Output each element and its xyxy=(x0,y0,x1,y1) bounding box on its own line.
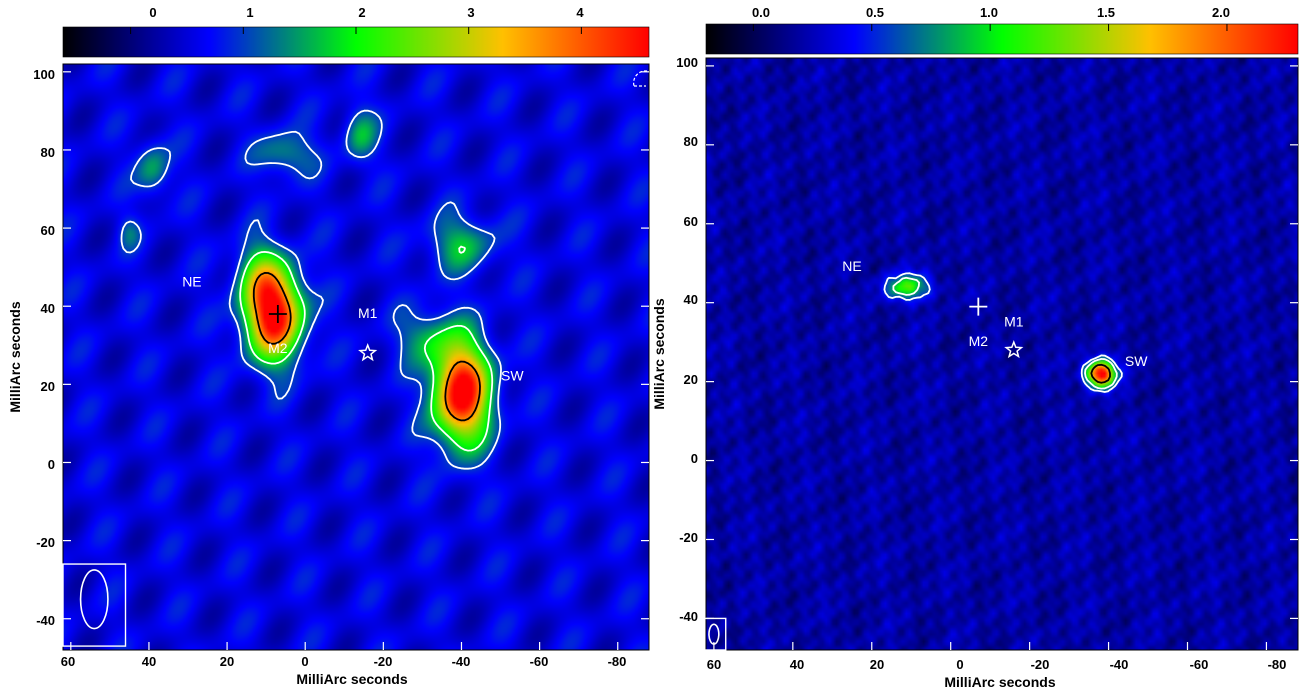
colorbar-tick-label: 1.0 xyxy=(980,5,998,20)
colorbar-right xyxy=(705,23,1299,55)
source-label: NE xyxy=(182,274,201,290)
y-tick-label: 60 xyxy=(684,214,698,229)
x-tick-label: -80 xyxy=(1268,657,1287,672)
source-label: M2 xyxy=(268,340,288,356)
x-tick-label: 60 xyxy=(61,654,75,669)
x-tick-label: -40 xyxy=(1110,657,1129,672)
beam-box-left xyxy=(62,563,127,647)
colorbar-tick-label: 0 xyxy=(149,5,156,20)
contour-level xyxy=(239,245,494,452)
axis-ticks-left xyxy=(63,71,649,650)
beam-ellipse-right xyxy=(708,623,720,645)
colorbar-ticks-left xyxy=(130,27,582,34)
y-tick-label: 0 xyxy=(691,451,698,466)
x-axis-label: MilliArc seconds xyxy=(296,671,407,687)
source-label: M1 xyxy=(1004,313,1024,329)
colorbar-tick-label: 2.0 xyxy=(1212,5,1230,20)
corner-mark-icon xyxy=(633,70,648,87)
x-axis-label: MilliArc seconds xyxy=(944,674,1055,690)
plot-frame-right xyxy=(705,57,1299,651)
y-tick-label: -20 xyxy=(679,530,698,545)
colorbar-tick-label: 1.5 xyxy=(1097,5,1115,20)
y-axis-label: MilliArc seconds xyxy=(651,298,667,409)
plot-area-left: NE M1 M2 SW xyxy=(62,63,650,651)
contour-level xyxy=(883,272,1123,393)
colorbar-tick-label: 3 xyxy=(467,5,474,20)
x-tick-label: 0 xyxy=(301,654,308,669)
x-tick-label: -20 xyxy=(1031,657,1050,672)
y-tick-label: 80 xyxy=(41,145,55,160)
plot-frame-left xyxy=(62,63,650,651)
annotations-right: NE M1 M2 SW xyxy=(842,258,1148,369)
y-tick-label: 0 xyxy=(48,457,55,472)
x-tick-label: -40 xyxy=(452,654,471,669)
y-tick-label: 80 xyxy=(684,134,698,149)
colorbar-tick-label: 2 xyxy=(358,5,365,20)
contour-level xyxy=(892,276,1118,390)
source-label: M2 xyxy=(969,333,989,349)
axis-ticks-right xyxy=(706,65,1298,650)
x-tick-label: 0 xyxy=(956,657,963,672)
cross-marker-icon xyxy=(268,305,287,324)
source-label: NE xyxy=(842,258,861,274)
x-tick-label: 40 xyxy=(142,654,156,669)
contours-left xyxy=(120,109,502,470)
y-tick-label: 40 xyxy=(684,292,698,307)
contour-level xyxy=(120,109,502,470)
cross-marker-icon xyxy=(969,297,988,316)
y-tick-label: 100 xyxy=(676,55,698,70)
y-tick-label: 100 xyxy=(33,67,55,82)
star-marker-icon xyxy=(1004,340,1024,359)
contours-right xyxy=(883,272,1123,393)
y-axis-label: MilliArc seconds xyxy=(7,301,23,412)
source-label: SW xyxy=(501,367,524,383)
x-tick-label: -80 xyxy=(608,654,627,669)
contour-level xyxy=(1090,363,1111,384)
x-tick-label: -60 xyxy=(530,654,549,669)
annotations-left: NE M1 M2 SW xyxy=(182,274,524,384)
panel-left: 0 1 2 3 4 NE M1 M2 SW 60 40 20 0 -20 -40 -6… xyxy=(7,5,650,687)
beam-ellipse-left xyxy=(79,569,109,630)
colorbar-tick-label: 0.0 xyxy=(752,5,770,20)
y-tick-label: 20 xyxy=(684,372,698,387)
y-tick-label: -40 xyxy=(36,613,55,628)
colorbar-tick-label: 4 xyxy=(576,5,584,20)
y-tick-label: -20 xyxy=(36,535,55,550)
x-tick-label: 20 xyxy=(870,657,884,672)
x-tick-label: 40 xyxy=(790,657,804,672)
beam-box-right xyxy=(701,617,727,651)
intensity-map-right xyxy=(706,58,1298,650)
y-tick-label: 60 xyxy=(41,223,55,238)
x-tick-label: -60 xyxy=(1190,657,1209,672)
x-tick-label: -20 xyxy=(374,654,393,669)
source-label: SW xyxy=(1125,353,1148,369)
plot-area-right: NE M1 M2 SW xyxy=(701,57,1299,651)
colorbar-ticks-right xyxy=(752,24,1228,31)
colorbar-tick-label: 1 xyxy=(246,5,253,20)
x-tick-label: 20 xyxy=(220,654,234,669)
colorbar-tick-label: 0.5 xyxy=(866,5,884,20)
y-tick-label: 20 xyxy=(41,379,55,394)
x-tick-label: 60 xyxy=(707,657,721,672)
intensity-map-left xyxy=(63,64,649,650)
source-label: M1 xyxy=(358,305,378,321)
contour-level xyxy=(252,272,481,422)
y-tick-label: 40 xyxy=(41,301,55,316)
y-tick-label: -40 xyxy=(679,609,698,624)
star-marker-icon xyxy=(358,343,378,362)
